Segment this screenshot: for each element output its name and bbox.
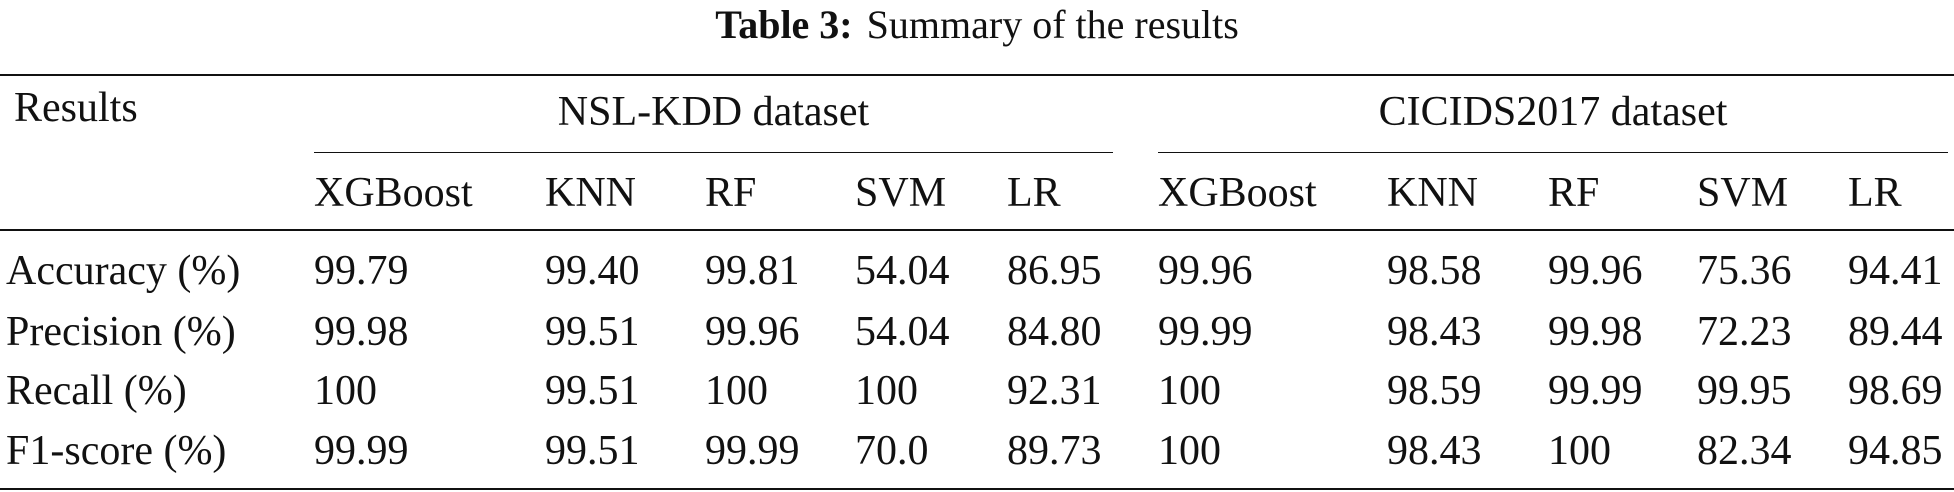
column-header: SVM <box>1697 170 1789 216</box>
cell: 100 <box>1158 368 1221 414</box>
cell: 82.34 <box>1697 428 1792 474</box>
column-header: LR <box>1007 170 1061 216</box>
cell: 99.51 <box>545 368 640 414</box>
corner-header: Results <box>14 85 138 131</box>
top-rule <box>0 74 1954 76</box>
table-caption: Table 3: Summary of the results <box>0 5 1954 45</box>
column-header: LR <box>1848 170 1902 216</box>
cell: 100 <box>1158 428 1221 474</box>
cell: 54.04 <box>855 309 950 355</box>
group-rule <box>1158 152 1948 153</box>
cell: 99.81 <box>705 248 800 294</box>
cell: 100 <box>314 368 377 414</box>
cell: 100 <box>1548 428 1611 474</box>
group-header: NSL-KDD dataset <box>557 89 870 135</box>
cell: 99.99 <box>314 428 409 474</box>
column-header: XGBoost <box>314 170 473 216</box>
cell: 99.99 <box>1158 309 1253 355</box>
cell: 99.95 <box>1697 368 1792 414</box>
cell: 99.96 <box>1548 248 1643 294</box>
column-header: XGBoost <box>1158 170 1317 216</box>
cell: 89.44 <box>1848 309 1943 355</box>
row-label: Precision (%) <box>6 309 236 355</box>
cell: 84.80 <box>1007 309 1102 355</box>
caption-label: Table 3: <box>715 2 853 47</box>
cell: 70.0 <box>855 428 929 474</box>
cell: 99.51 <box>545 428 640 474</box>
row-label: Recall (%) <box>6 368 187 414</box>
cell: 72.23 <box>1697 309 1792 355</box>
cell: 100 <box>705 368 768 414</box>
group-rule <box>314 152 1113 153</box>
cell: 99.98 <box>314 309 409 355</box>
cell: 99.79 <box>314 248 409 294</box>
cell: 99.96 <box>1158 248 1253 294</box>
bottom-rule <box>0 488 1954 490</box>
cell: 98.59 <box>1387 368 1482 414</box>
column-header: RF <box>705 170 757 216</box>
caption-text: Summary of the results <box>866 2 1239 47</box>
row-label: F1-score (%) <box>6 428 227 474</box>
cell: 86.95 <box>1007 248 1102 294</box>
cell: 89.73 <box>1007 428 1102 474</box>
cell: 98.58 <box>1387 248 1482 294</box>
column-header: RF <box>1548 170 1600 216</box>
cell: 98.69 <box>1848 368 1943 414</box>
column-header: KNN <box>1387 170 1478 216</box>
cell: 98.43 <box>1387 428 1482 474</box>
cell: 75.36 <box>1697 248 1792 294</box>
cell: 99.51 <box>545 309 640 355</box>
cell: 92.31 <box>1007 368 1102 414</box>
row-label: Accuracy (%) <box>6 248 241 294</box>
cell: 100 <box>855 368 918 414</box>
cell: 98.43 <box>1387 309 1482 355</box>
cell: 99.99 <box>1548 368 1643 414</box>
cell: 99.98 <box>1548 309 1643 355</box>
header-rule <box>0 229 1954 231</box>
column-header: SVM <box>855 170 947 216</box>
cell: 99.96 <box>705 309 800 355</box>
group-header: CICIDS2017 dataset <box>1378 89 1728 135</box>
column-header: KNN <box>545 170 636 216</box>
cell: 94.41 <box>1848 248 1943 294</box>
cell: 94.85 <box>1848 428 1943 474</box>
cell: 99.99 <box>705 428 800 474</box>
cell: 54.04 <box>855 248 950 294</box>
cell: 99.40 <box>545 248 640 294</box>
